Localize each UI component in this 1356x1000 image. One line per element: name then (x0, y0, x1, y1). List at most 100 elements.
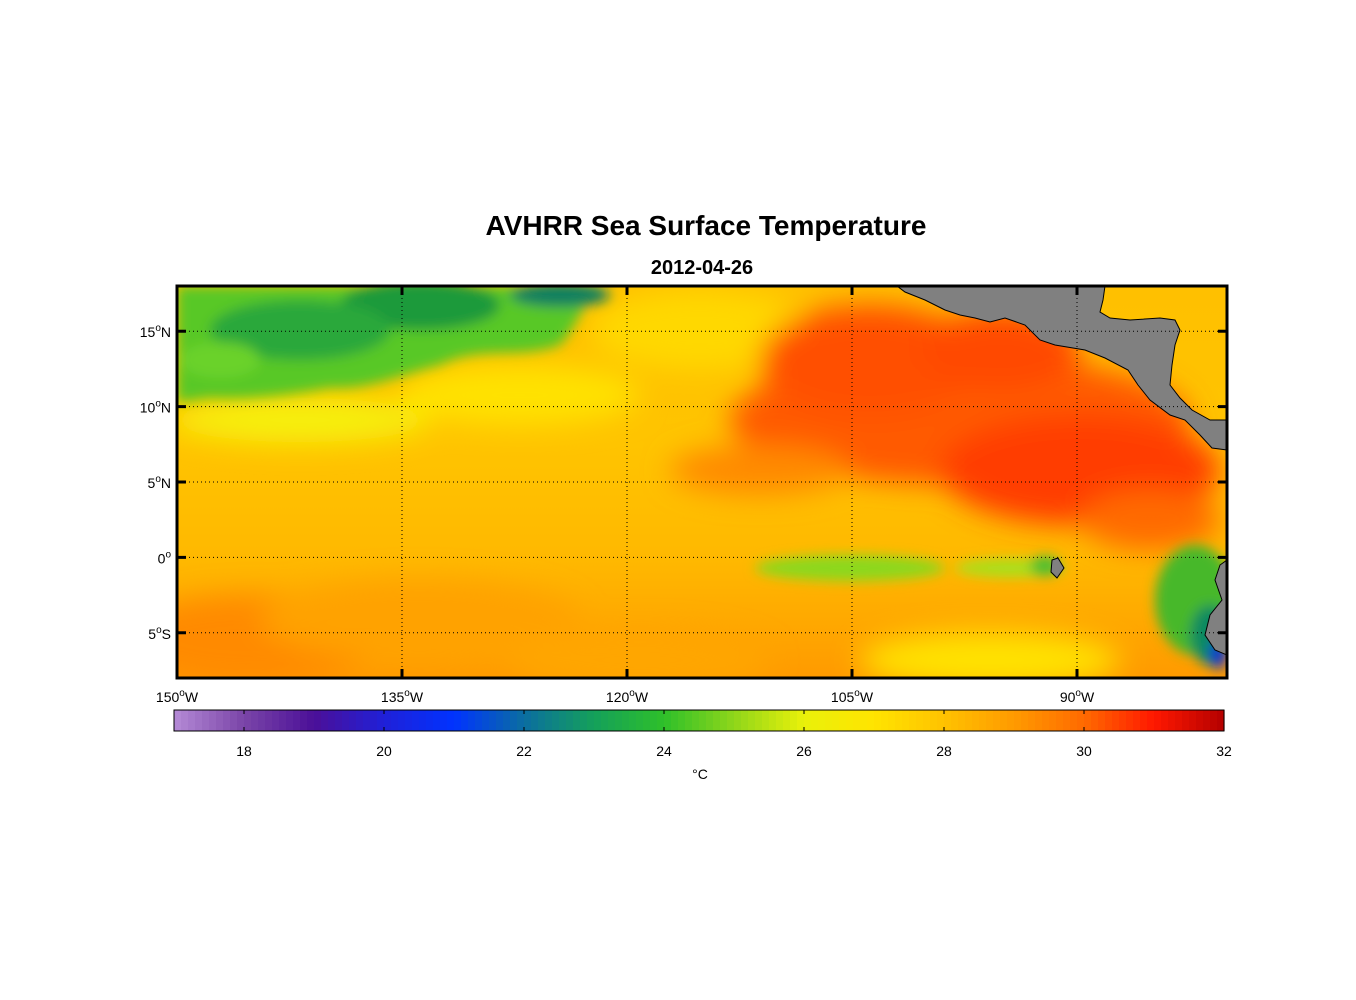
chart-subtitle: 2012-04-26 (651, 257, 753, 279)
x-tick-label: 150oW (156, 688, 199, 705)
colorbar-swatch (1014, 710, 1022, 731)
frame-ticks (175, 286, 1227, 678)
graticule (177, 286, 1227, 678)
sst-patch-warm-east (1080, 490, 1220, 550)
colorbar-swatch (846, 710, 854, 731)
land-masses (896, 286, 1227, 656)
colorbar-swatch (1217, 710, 1225, 731)
colorbar-swatch (307, 710, 315, 731)
colorbar-swatch (538, 710, 546, 731)
colorbar-swatch (258, 710, 266, 731)
colorbar-swatch (769, 710, 777, 731)
x-tick-hemisphere: W (1081, 689, 1095, 705)
y-tick-degrees: 10 (140, 400, 156, 416)
colorbar-swatch (1196, 710, 1204, 731)
colorbar-swatch (1077, 710, 1085, 731)
colorbar-swatch (741, 710, 749, 731)
colorbar-swatch (405, 710, 413, 731)
y-tick-degrees: 5 (148, 475, 156, 491)
y-tick-label: 5oS (148, 625, 171, 642)
colorbar-swatch (615, 710, 623, 731)
colorbar-swatch (188, 710, 196, 731)
colorbar-swatch (839, 710, 847, 731)
colorbar-swatch (699, 710, 707, 731)
colorbar-swatch (1203, 710, 1211, 731)
colorbar-swatch (734, 710, 742, 731)
colorbar-swatch (447, 710, 455, 731)
x-tick-degree-symbol: o (629, 688, 635, 699)
colorbar-swatch (671, 710, 679, 731)
x-tick-hemisphere: W (860, 689, 874, 705)
y-tick-label: 0o (158, 549, 172, 566)
colorbar-swatch (321, 710, 329, 731)
colorbar-swatch (916, 710, 924, 731)
colorbar-swatch (636, 710, 644, 731)
colorbar-swatch (678, 710, 686, 731)
colorbar-swatch (545, 710, 553, 731)
x-tick-degrees: 135 (381, 689, 405, 705)
x-tick-hemisphere: W (635, 689, 649, 705)
sst-cool-core-3 (510, 286, 610, 307)
colorbar-swatch (601, 710, 609, 731)
colorbar-swatch (951, 710, 959, 731)
colorbar-swatch (1098, 710, 1106, 731)
colorbar-swatch (587, 710, 595, 731)
colorbar-swatch (811, 710, 819, 731)
colorbar-swatch (384, 710, 392, 731)
colorbar-swatch (1105, 710, 1113, 731)
colorbar-swatch (1161, 710, 1169, 731)
colorbar-swatch (832, 710, 840, 731)
colorbar-swatch (510, 710, 518, 731)
colorbar-tick-label: 26 (796, 743, 812, 759)
colorbar-swatch (1210, 710, 1218, 731)
colorbar-swatch (853, 710, 861, 731)
land-south-america (1204, 559, 1227, 656)
colorbar-swatch (1126, 710, 1134, 731)
colorbar-swatch (762, 710, 770, 731)
colorbar-swatch (895, 710, 903, 731)
x-tick-degrees: 150 (156, 689, 180, 705)
colorbar-swatch (930, 710, 938, 731)
colorbar-tick-label: 28 (936, 743, 952, 759)
colorbar-swatch (223, 710, 231, 731)
colorbar-swatch (1154, 710, 1162, 731)
colorbar-swatch (979, 710, 987, 731)
colorbar-swatch (181, 710, 189, 731)
colorbar-swatch (349, 710, 357, 731)
colorbar-swatch (986, 710, 994, 731)
y-tick-hemisphere: N (161, 475, 171, 491)
colorbar-swatch (867, 710, 875, 731)
x-tick-degrees: 120 (606, 689, 630, 705)
x-tick-degree-symbol: o (179, 688, 185, 699)
colorbar-swatch (1091, 710, 1099, 731)
colorbar-swatch (608, 710, 616, 731)
colorbar-swatch (944, 710, 952, 731)
colorbar-swatch (244, 710, 252, 731)
colorbar-swatch (748, 710, 756, 731)
colorbar-swatch (1133, 710, 1141, 731)
colorbar-label: °C (692, 766, 708, 782)
colorbar-swatch (720, 710, 728, 731)
y-tick-degree-symbol: o (155, 399, 161, 410)
colorbar-swatch (496, 710, 504, 731)
sst-patch-warm-mid (670, 445, 850, 495)
y-tick-degree-symbol: o (155, 323, 161, 334)
y-tick-hemisphere: N (161, 400, 171, 416)
colorbar-swatch (237, 710, 245, 731)
x-tick-hemisphere: W (185, 689, 199, 705)
colorbar-swatch (804, 710, 812, 731)
colorbar-frame (173, 709, 1225, 732)
y-tick-degree-symbol: o (155, 474, 161, 485)
y-tick-label: 10oN (140, 399, 171, 416)
colorbar-swatch (1042, 710, 1050, 731)
x-tick-degrees: 90 (1060, 689, 1076, 705)
y-tick-degrees: 5 (148, 626, 156, 642)
y-tick-hemisphere: S (162, 626, 171, 642)
colorbar-swatch (419, 710, 427, 731)
colorbar (173, 709, 1225, 732)
chart-title: AVHRR Sea Surface Temperature (486, 210, 927, 241)
colorbar-swatch (1021, 710, 1029, 731)
sst-patch-north-yellow-2 (400, 365, 640, 425)
colorbar-swatch (559, 710, 567, 731)
